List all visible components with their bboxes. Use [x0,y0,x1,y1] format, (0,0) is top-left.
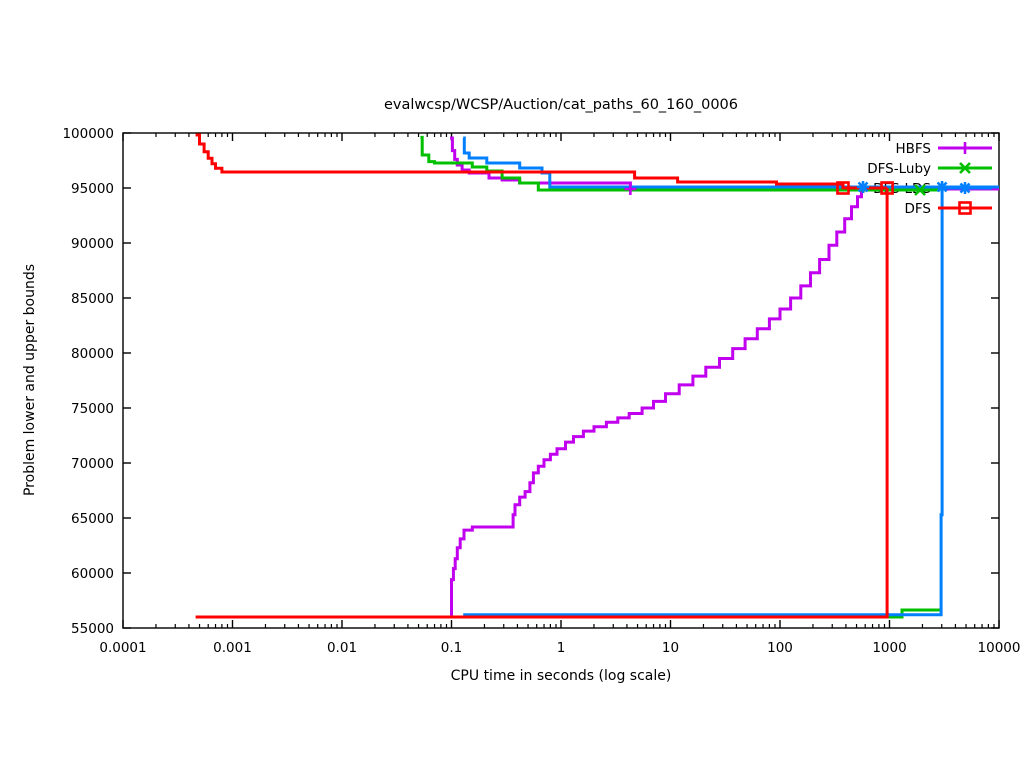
series-DFS-upper-bound [195,133,888,190]
x-tick-label: 0.001 [213,640,252,656]
series-DFS-Luby-marker-x [914,184,926,196]
series-DFS-LDS-marker-asterisk [857,180,870,193]
y-tick-label: 75000 [71,401,114,417]
series-DFS-Luby-marker [914,184,926,196]
series-HBFS-lower-bound [450,189,865,619]
x-axis-label: CPU time in seconds (log scale) [451,668,672,684]
x-tick-label: 100 [767,640,793,656]
y-tick-label: 100000 [62,126,114,142]
y-tick-label: 70000 [71,456,114,472]
x-tick-label: 0.01 [327,640,357,656]
legend-sample-marker-DFS-square [958,201,972,215]
series-DFS-LDS-lower-bound [463,185,999,617]
chart-axes: 0.0001 0.001 0.01 0.1 1 10 100 1000 10000 55000 60… [62,126,1020,656]
series-DFS-Luby [420,135,941,619]
series-DFS-lower-bound [195,188,889,619]
series-DFS-marker [880,181,894,195]
y-tick-label: 85000 [71,291,114,307]
legend-sample-marker-DFS-Luby [959,162,971,174]
x-tick-label: 0.1 [441,640,462,656]
y-axis-label: Problem lower and upper bounds [22,264,38,496]
legend-sample-marker-DFS-LDS [959,182,971,194]
legend-label-DFS: DFS [905,201,932,217]
x-tick-label: 10000 [978,640,1021,656]
series-DFS-marker-square [836,181,850,195]
x-tick-label: 1000 [872,640,906,656]
chart-series [195,133,999,619]
series-DFS-marker-square [880,181,894,195]
x-tick-label: 1 [557,640,566,656]
legend-label-DFS-Luby: DFS-Luby [867,161,931,177]
series-HBFS-marker-plus [624,183,637,196]
legend-sample-marker-HBFS-plus [959,142,971,154]
series-DFS-Luby-upper-bound [420,135,941,192]
x-tick-label: 10 [662,640,679,656]
x-tick-label: 0.0001 [99,640,146,656]
y-tick-label: 90000 [71,236,114,252]
chart-title: evalwcsp/WCSP/Auction/cat_paths_60_160_0… [384,97,738,113]
y-tick-label: 65000 [71,511,114,527]
chart-legend-samples [938,142,992,215]
legend-sample-marker-DFS-LDS-asterisk [959,182,971,194]
y-tick-label: 60000 [71,566,114,582]
series-DFS-LDS-marker [857,180,870,193]
plot-border [122,132,1000,629]
y-tick-label: 80000 [71,346,114,362]
legend-sample-marker-HBFS [959,142,971,154]
series-HBFS-marker [624,183,637,196]
legend-label-HBFS: HBFS [895,141,931,157]
y-tick-label: 55000 [71,621,114,637]
y-tick-label: 95000 [71,181,114,197]
legend-sample-marker-DFS [958,201,972,215]
legend-sample-marker-DFS-Luby-x [959,162,971,174]
series-DFS-marker [836,181,850,195]
series-DFS [195,133,889,619]
